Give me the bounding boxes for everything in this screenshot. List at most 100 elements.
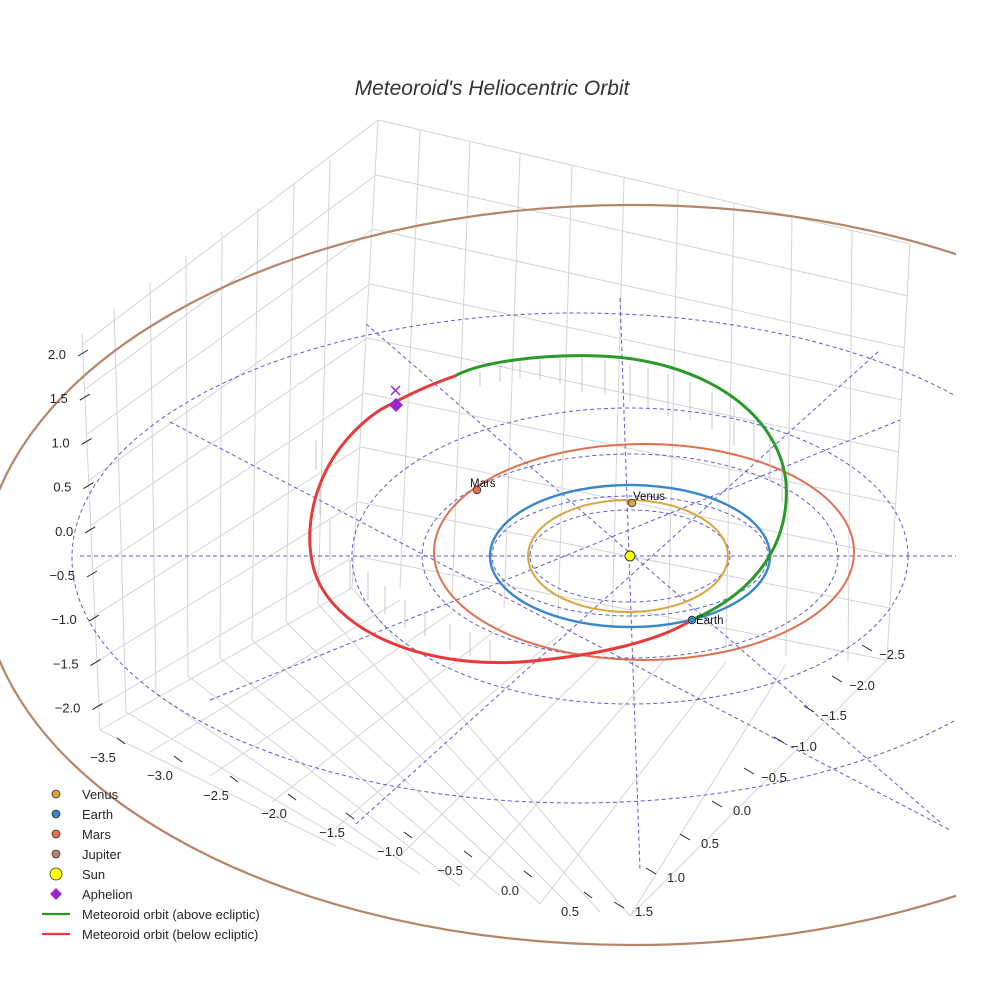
meteoroid-orbit	[308, 354, 788, 665]
legend-label-aphelion: Aphelion	[82, 887, 133, 902]
meteoroid-orbit-below-ecliptic	[308, 374, 694, 665]
aphelion-marker	[389, 398, 403, 412]
reference-spoke-3	[169, 421, 951, 831]
x-tick-label-8: 0.0	[501, 883, 519, 898]
y-tick-label-9: 1.5	[635, 904, 653, 919]
x-tick-label-2: −3.0	[147, 768, 173, 783]
y-tick-label-4: −1.0	[791, 739, 817, 754]
legend-label-mars: Mars	[82, 827, 111, 842]
z-tick-label-4: 0.5	[53, 480, 71, 495]
z-tick-label-9: −2.0	[55, 701, 81, 716]
reference-spoke-4	[365, 323, 941, 823]
back-left-pane	[81, 119, 379, 731]
y-tick-label-8: 1.0	[667, 870, 685, 885]
x-axis: −3.5 −3.0 −2.5 −2.0 −1.5 −1.0 −0.5 0.0 0.5	[90, 737, 593, 919]
y-tick-mark-2	[831, 675, 843, 683]
z-tick-label-2: 1.5	[50, 391, 68, 406]
y-tick-mark-6	[711, 800, 723, 808]
reference-ring-5	[71, 312, 956, 804]
x-tick-label-3: −2.5	[203, 788, 229, 803]
y-tick-mark-7	[679, 833, 691, 841]
legend-swatch-venus	[51, 789, 61, 799]
y-tick-label-2: −2.0	[849, 678, 875, 693]
y-tick-mark-5	[743, 767, 755, 775]
x-tick-mark-2	[173, 755, 183, 763]
z-axis: 2.0 1.5 1.0 0.5 0.0 −0.5 −1.0 −1.5 −2.0	[48, 347, 103, 716]
x-tick-mark-4	[287, 793, 297, 801]
earth-label: Earth	[696, 615, 724, 627]
z-tick-mark-6	[86, 570, 98, 578]
x-tick-mark-8	[523, 870, 533, 878]
y-tick-mark-9	[613, 901, 625, 909]
y-tick-mark-3	[803, 705, 815, 713]
z-tick-label-3: 1.0	[52, 435, 70, 450]
reference-spoke-6	[209, 419, 901, 701]
x-tick-label-5: −1.5	[319, 825, 345, 840]
mars-orbit	[433, 443, 855, 661]
jupiter-orbit	[0, 204, 956, 946]
x-tick-label-4: −2.0	[261, 806, 287, 821]
reference-ring-1	[529, 509, 731, 603]
y-tick-mark-1	[861, 644, 873, 652]
legend-label-earth: Earth	[82, 807, 113, 822]
legend-label-jupiter: Jupiter	[82, 847, 122, 862]
mars-label: Mars	[470, 478, 496, 490]
y-tick-label-3: −1.5	[821, 708, 847, 723]
legend-swatch-sun	[49, 867, 63, 881]
z-tick-mark-9	[92, 703, 103, 711]
z-tick-mark-4	[83, 482, 94, 490]
mars-marker	[472, 485, 482, 495]
legend-swatch-aphelion	[50, 888, 62, 900]
y-tick-label-1: −2.5	[879, 647, 905, 662]
legend-label-meteoroid-orbit-below-ecliptic: Meteoroid orbit (below ecliptic)	[82, 927, 258, 942]
z-tick-mark-2	[79, 393, 91, 401]
y-tick-label-7: 0.5	[701, 836, 719, 851]
y-tick-mark-4	[773, 736, 785, 744]
x-tick-mark-6	[403, 831, 413, 839]
legend-swatch-mars	[51, 829, 61, 839]
legend-label-sun: Sun	[82, 867, 105, 882]
venus-marker	[627, 498, 637, 508]
x-tick-label-9: 0.5	[561, 904, 579, 919]
y-tick-mark-8	[645, 867, 657, 875]
venus-orbit	[527, 499, 729, 613]
x-tick-label-1: −3.5	[90, 750, 116, 765]
legend: Venus Earth Mars Jupiter Sun Aphelion Meteoroi…	[42, 787, 260, 942]
legend-swatch-jupiter	[51, 849, 61, 859]
ecliptic-reference-grid	[71, 297, 956, 871]
earth-marker	[687, 615, 697, 625]
z-tick-mark-5	[84, 526, 96, 534]
reference-spoke-2	[619, 297, 641, 871]
legend-label-venus: Venus	[82, 787, 119, 802]
chart-title: Meteoroid's Heliocentric Orbit	[355, 77, 631, 100]
aphelion-x-marker	[390, 385, 401, 396]
x-tick-mark-3	[229, 775, 239, 783]
reference-spoke-5	[355, 349, 881, 825]
body-markers: Venus Earth Mars	[389, 385, 724, 627]
venus-label: Venus	[633, 491, 665, 503]
z-tick-label-5: 0.0	[55, 524, 73, 539]
planet-orbits	[0, 204, 956, 946]
z-tick-mark-3	[81, 437, 92, 445]
z-tick-mark-1	[77, 349, 89, 357]
y-tick-label-5: −0.5	[761, 770, 787, 785]
x-tick-mark-7	[463, 850, 473, 858]
y-tick-label-6: 0.0	[733, 803, 751, 818]
z-tick-label-6: −0.5	[49, 568, 75, 583]
legend-label-meteoroid-orbit-above-ecliptic: Meteoroid orbit (above ecliptic)	[82, 907, 260, 922]
x-tick-mark-1	[116, 737, 126, 745]
x-tick-mark-5	[345, 812, 355, 820]
z-tick-label-1: 2.0	[48, 347, 66, 362]
x-tick-label-6: −1.0	[377, 844, 403, 859]
x-tick-mark-9	[583, 891, 593, 899]
meteoroid-drop-lines	[315, 358, 783, 662]
back-right-pane	[354, 119, 911, 663]
x-tick-label-7: −0.5	[437, 863, 463, 878]
sun-marker	[624, 550, 636, 562]
z-tick-mark-7	[88, 614, 100, 622]
z-tick-mark-8	[90, 658, 101, 666]
z-tick-label-8: −1.5	[53, 656, 79, 671]
legend-swatch-earth	[51, 809, 61, 819]
meteoroid-orbit-above-ecliptic	[453, 354, 788, 622]
z-tick-label-7: −1.0	[51, 612, 77, 627]
